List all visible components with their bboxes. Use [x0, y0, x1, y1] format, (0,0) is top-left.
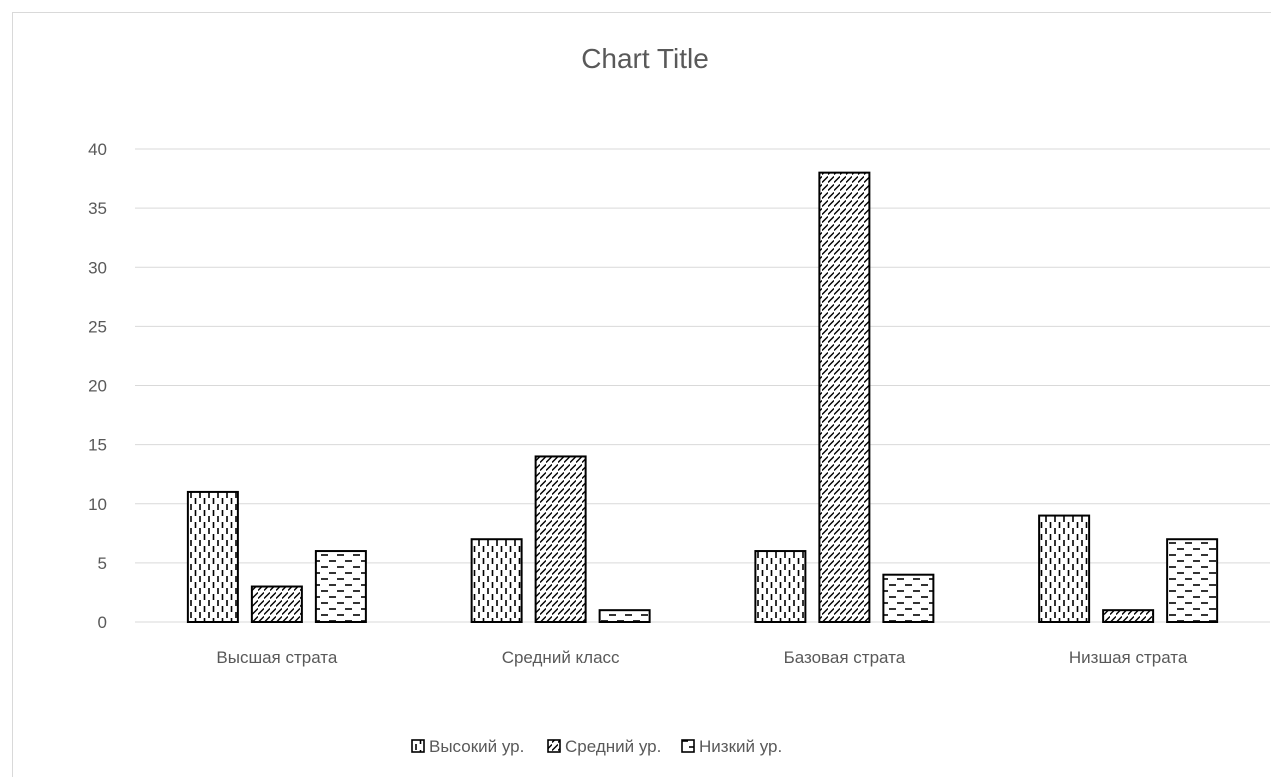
bar — [882, 573, 935, 624]
bar — [1038, 514, 1091, 624]
legend-label: Средний ур. — [565, 737, 661, 756]
chart-frame — [12, 12, 1271, 777]
bar — [1102, 609, 1155, 623]
bar — [598, 609, 651, 623]
bars — [186, 171, 1219, 624]
bar — [186, 490, 239, 623]
y-tick-label: 10 — [88, 495, 107, 514]
y-tick-label: 25 — [88, 317, 107, 336]
bar — [470, 538, 523, 623]
y-tick-label: 35 — [88, 199, 107, 218]
y-tick-label: 15 — [88, 436, 107, 455]
legend-label: Высокий ур. — [429, 737, 524, 756]
x-axis-ticks: Высшая страта Средний класс Базовая страта… — [216, 648, 1187, 667]
y-axis-ticks: 0 5 10 15 20 25 30 35 40 — [88, 140, 107, 632]
chart-title: Chart Title — [581, 43, 709, 74]
bar — [250, 585, 303, 624]
bar — [314, 550, 367, 623]
gridlines — [135, 148, 1270, 623]
bar — [1166, 538, 1219, 623]
y-tick-label: 40 — [88, 140, 107, 159]
legend-swatch — [411, 739, 425, 753]
bar — [818, 171, 871, 623]
legend-swatch — [547, 739, 561, 753]
x-tick-label: Низшая страта — [1069, 648, 1188, 667]
y-tick-label: 0 — [98, 613, 107, 632]
legend-swatch — [681, 739, 695, 753]
x-tick-label: Высшая страта — [216, 648, 337, 667]
legend-label: Низкий ур. — [699, 737, 782, 756]
bar — [534, 455, 587, 624]
x-tick-label: Базовая страта — [784, 648, 906, 667]
x-tick-label: Средний класс — [502, 648, 620, 667]
bar — [754, 550, 807, 623]
y-tick-label: 20 — [88, 377, 107, 396]
y-tick-label: 30 — [88, 258, 107, 277]
y-tick-label: 5 — [98, 554, 107, 573]
legend: Высокий ур. Средний ур. Низкий ур. — [411, 737, 782, 756]
